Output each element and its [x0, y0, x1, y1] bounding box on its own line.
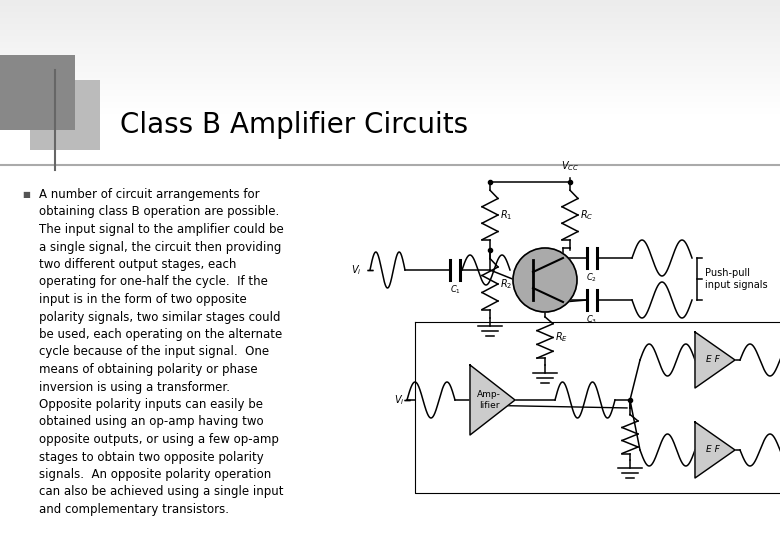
Bar — [0, 72, 780, 78]
Text: $R_E$: $R_E$ — [555, 330, 568, 344]
Bar — [0, 66, 780, 72]
Text: $R_C$: $R_C$ — [580, 208, 594, 222]
Bar — [0, 60, 780, 66]
Bar — [0, 90, 780, 96]
Text: ■: ■ — [22, 190, 30, 199]
Text: Class B Amplifier Circuits: Class B Amplifier Circuits — [120, 111, 468, 139]
Bar — [0, 55, 75, 130]
Polygon shape — [695, 422, 735, 478]
Bar — [0, 12, 780, 18]
Text: $C_3$: $C_3$ — [587, 313, 597, 326]
Bar — [0, 6, 780, 12]
Polygon shape — [470, 365, 515, 435]
Bar — [0, 54, 780, 60]
Bar — [0, 30, 780, 36]
Bar — [0, 0, 780, 6]
Text: $C_1$: $C_1$ — [449, 283, 460, 295]
Text: E F: E F — [706, 355, 720, 364]
Bar — [0, 48, 780, 54]
Bar — [0, 84, 780, 90]
Text: Amp-
lifier: Amp- lifier — [477, 390, 501, 410]
Text: A number of circuit arrangements for
obtaining class B operation are possible.
T: A number of circuit arrangements for obt… — [39, 188, 284, 516]
Bar — [0, 24, 780, 30]
Text: $V_i$: $V_i$ — [395, 393, 405, 407]
Text: $V_i$: $V_i$ — [352, 263, 362, 277]
Bar — [30, 80, 100, 150]
Text: Push-pull
input signals: Push-pull input signals — [705, 268, 768, 290]
Bar — [0, 36, 780, 42]
Circle shape — [513, 248, 577, 312]
Bar — [0, 18, 780, 24]
Bar — [0, 102, 780, 108]
Bar — [0, 78, 780, 84]
Bar — [0, 42, 780, 48]
Bar — [0, 108, 780, 114]
Text: $C_2$: $C_2$ — [587, 271, 597, 284]
Text: $R_2$: $R_2$ — [500, 277, 512, 291]
Bar — [0, 96, 780, 102]
Text: E F: E F — [706, 446, 720, 455]
Text: $V_{CC}$: $V_{CC}$ — [561, 159, 579, 173]
Polygon shape — [695, 332, 735, 388]
Text: $R_1$: $R_1$ — [500, 208, 512, 222]
